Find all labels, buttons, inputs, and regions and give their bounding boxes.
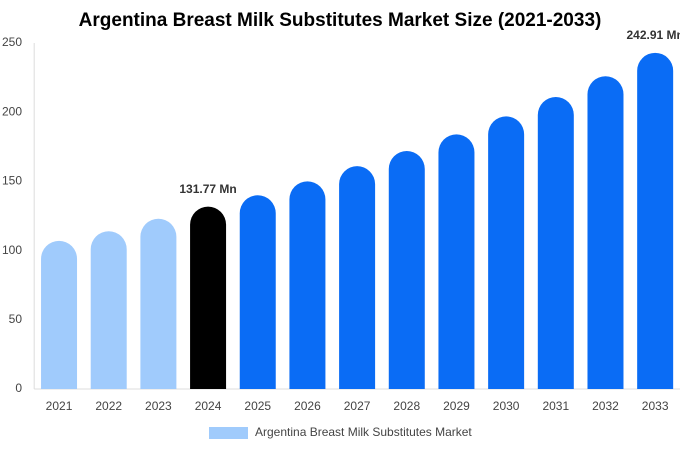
y-tick-label: 100 [2, 243, 22, 257]
y-tick-label: 200 [2, 104, 22, 118]
chart-title: Argentina Breast Milk Substitutes Market… [79, 10, 602, 31]
data-label: 131.77 Mn [179, 182, 236, 196]
bar [90, 231, 127, 389]
y-tick-label: 150 [2, 174, 22, 188]
bar [537, 96, 574, 389]
x-tick-label: 2033 [642, 399, 669, 413]
legend-swatch [209, 427, 248, 439]
bar [388, 150, 425, 389]
x-tick-label: 2021 [46, 399, 73, 413]
x-tick-label: 2026 [294, 399, 321, 413]
x-tick-label: 2028 [393, 399, 420, 413]
x-tick-label: 2031 [542, 399, 569, 413]
bar [190, 206, 227, 389]
x-tick-label: 2024 [195, 399, 222, 413]
bar [140, 218, 177, 389]
y-tick-label: 50 [9, 312, 23, 326]
bar [41, 240, 78, 389]
legend-label: Argentina Breast Milk Substitutes Market [255, 425, 472, 439]
bar [438, 134, 475, 389]
x-tick-label: 2023 [145, 399, 172, 413]
y-tick-label: 250 [2, 35, 22, 49]
bar [587, 76, 624, 389]
x-tick-label: 2029 [443, 399, 470, 413]
x-tick-label: 2030 [493, 399, 520, 413]
x-tick-label: 2027 [344, 399, 371, 413]
bar [339, 166, 376, 389]
y-tick-label: 0 [15, 381, 22, 395]
bar [488, 116, 525, 389]
x-tick-label: 2025 [244, 399, 271, 413]
bar [289, 181, 326, 389]
bar [239, 195, 276, 389]
bar [637, 52, 674, 389]
x-tick-label: 2022 [95, 399, 122, 413]
x-tick-label: 2032 [592, 399, 619, 413]
data-label: 242.91 Mn [626, 28, 680, 42]
